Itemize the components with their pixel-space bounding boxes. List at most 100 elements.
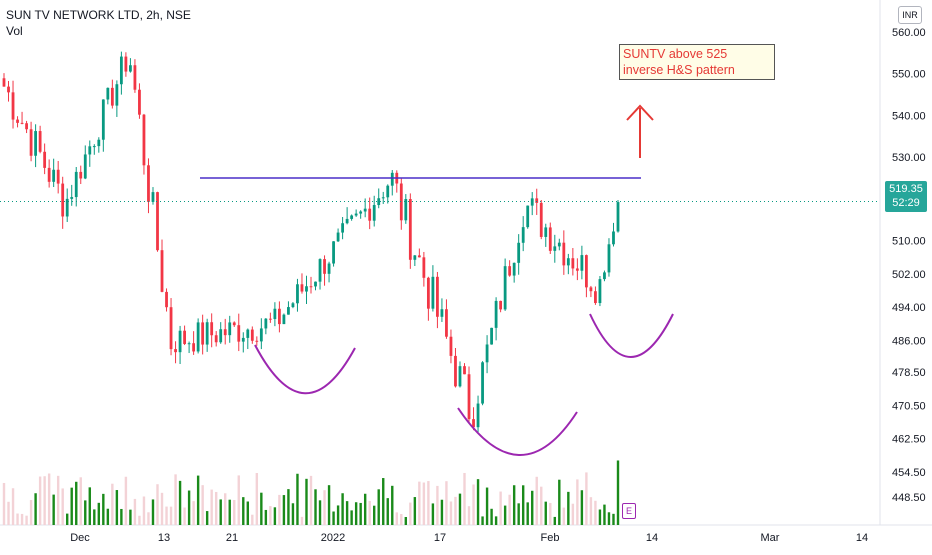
annotation-line-1: SUNTV above 525: [623, 47, 728, 61]
volume-bar: [404, 516, 408, 525]
candle-body: [97, 139, 101, 147]
candle-body: [481, 362, 484, 404]
candle-body: [277, 308, 281, 325]
time-tick-label: 13: [158, 532, 170, 544]
volume-bar: [124, 476, 128, 525]
volume-bar: [481, 516, 484, 525]
currency-button[interactable]: INR: [898, 6, 922, 24]
candle-body: [38, 131, 42, 152]
volume-label: Vol: [6, 24, 23, 38]
volume-bar: [305, 478, 308, 525]
candle-body: [336, 232, 340, 242]
volume-bar: [463, 472, 466, 525]
candle-body: [467, 374, 471, 420]
volume-bar: [576, 479, 579, 525]
volume-bar: [499, 491, 502, 525]
volume-bar: [449, 501, 453, 525]
candle-body: [544, 227, 548, 237]
volume-bar: [526, 502, 529, 525]
candle-body: [494, 300, 498, 328]
volume-bar: [594, 500, 597, 525]
volume-bar: [2, 482, 6, 525]
volume-bar: [97, 502, 101, 525]
volume-bar: [237, 475, 240, 525]
candle-body: [512, 262, 516, 276]
volume-bar: [291, 503, 295, 525]
volume-bar: [192, 501, 195, 525]
candle-body: [124, 56, 128, 72]
candle-body: [463, 366, 466, 375]
volume-bar: [431, 503, 435, 525]
volume-bar: [233, 500, 236, 525]
candle-body: [228, 322, 232, 336]
time-tick-label: 14: [856, 532, 868, 544]
head-curve: [457, 407, 578, 456]
candle-body: [539, 202, 543, 237]
volume-bar: [165, 506, 168, 525]
volume-bar: [56, 475, 60, 525]
candle-body: [282, 314, 286, 325]
volume-bar: [445, 481, 448, 525]
time-tick-label: 2022: [321, 532, 345, 544]
candle-body: [517, 242, 521, 263]
candle-body: [264, 318, 268, 329]
volume-bar: [332, 511, 335, 525]
volume-bar: [174, 474, 177, 525]
volume-bar: [476, 479, 480, 525]
candle-body: [372, 205, 376, 221]
volume-bar: [214, 491, 218, 525]
volume-bar: [178, 480, 182, 525]
volume-bar: [129, 509, 132, 525]
candle-body: [237, 325, 241, 342]
candle-body: [205, 322, 209, 345]
candle-body: [318, 259, 322, 282]
candle-body: [445, 309, 448, 337]
time-tick-label: Feb: [541, 532, 560, 544]
earnings-marker-icon[interactable]: E: [622, 503, 636, 519]
price-tick-label: 486.00: [892, 336, 926, 348]
volume-bar: [20, 513, 24, 525]
last-price-tag: 519.35 52:29: [885, 181, 927, 212]
volume-bar: [490, 508, 493, 525]
volume-bar: [549, 502, 552, 525]
volume-bar: [427, 481, 430, 525]
volume-bar: [224, 493, 227, 525]
volume-bar: [350, 510, 353, 525]
volume-bar: [251, 514, 254, 525]
volume-bar: [196, 475, 200, 525]
candle-body: [508, 266, 512, 276]
candle-body: [119, 56, 123, 85]
volume-bar: [287, 489, 290, 525]
volume-bar: [79, 477, 82, 525]
candle-body: [296, 284, 299, 304]
price-tick-label: 560.00: [892, 27, 926, 39]
volume-bar: [580, 490, 584, 525]
candle-body: [11, 92, 15, 120]
candle-body: [503, 266, 507, 310]
price-tick-label: 494.00: [892, 302, 926, 314]
volume-bar: [544, 501, 547, 525]
time-tick-label: Dec: [70, 532, 90, 544]
candle-body: [521, 227, 525, 243]
candle-body: [210, 322, 214, 336]
candle-body: [345, 218, 349, 224]
volume-bar: [603, 504, 606, 525]
volume-bar: [589, 497, 593, 525]
candle-body: [138, 89, 141, 115]
annotation-box[interactable]: SUNTV above 525 inverse H&S pattern: [619, 44, 775, 80]
price-tick-label: 530.00: [892, 152, 926, 164]
candle-body: [408, 199, 412, 260]
candle-body: [174, 349, 177, 353]
volume-bar: [133, 498, 137, 525]
candle-body: [129, 65, 132, 72]
candle-body: [192, 343, 196, 352]
annotation-line-2: inverse H&S pattern: [623, 63, 735, 77]
arrow-head: [626, 104, 654, 121]
volume-bar: [531, 490, 534, 525]
time-tick-label: 17: [434, 532, 446, 544]
volume-bar: [436, 485, 439, 525]
volume-bar: [29, 500, 33, 525]
candle-body: [598, 279, 602, 304]
